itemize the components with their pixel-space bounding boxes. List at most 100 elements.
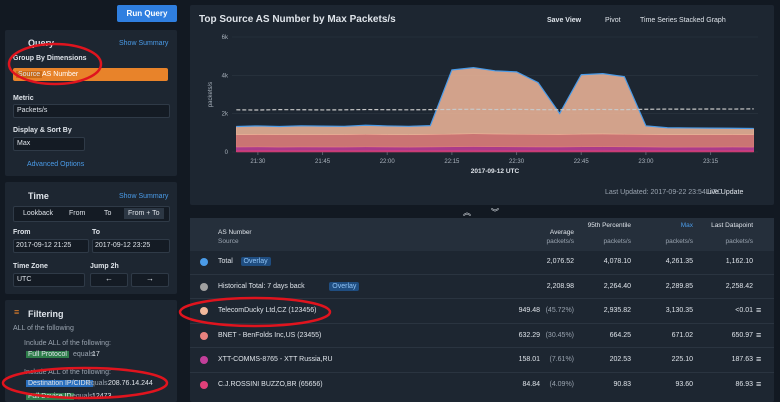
cell: 650.97 (731, 331, 753, 339)
condition-field[interactable]: Destination IP/CIDR (26, 380, 93, 387)
cell: 671.02 (671, 331, 693, 339)
column-title: Max (680, 222, 693, 229)
area (236, 67, 754, 136)
mode-button[interactable]: Lookback (23, 210, 53, 217)
action-button[interactable]: Pivot (605, 17, 621, 24)
y-axis-label: packets/s (208, 82, 214, 107)
action-button[interactable]: Time Series Stacked Graph (640, 17, 726, 24)
label: Time Zone (13, 263, 48, 270)
panel-title: Time (28, 191, 49, 201)
cell: 2,264.40 (603, 282, 631, 290)
column-title: Average (549, 229, 574, 236)
row-divider (190, 322, 774, 324)
x-tick-label: 23:00 (638, 159, 654, 165)
x-axis-label: 2017-09-12 UTC (471, 168, 520, 175)
label: Group By Dimensions (13, 55, 87, 62)
mode-button[interactable]: From (69, 210, 86, 217)
label: Run Query (126, 9, 168, 18)
from-input[interactable] (13, 239, 89, 253)
select-value: Packets/s (17, 107, 48, 114)
column-title: 95th Percentile (587, 222, 631, 229)
x-tick-label: 21:45 (315, 159, 331, 165)
cell: 2,076.52 (546, 258, 574, 265)
sort-select[interactable] (13, 137, 85, 151)
cell-percent: (45.72%) (545, 307, 574, 314)
panel-title: Query (28, 38, 55, 48)
cell: 2,208.98 (546, 282, 574, 290)
sidebar: Run Query Query Show Summary Group By Di… (0, 0, 183, 402)
run-query-button[interactable]: Run Query (117, 5, 177, 22)
x-tick-label: 21:30 (250, 159, 266, 165)
cell: 202.53 (609, 356, 631, 363)
label: Jump 2h (90, 263, 119, 270)
x-tick-label: 22:30 (509, 159, 525, 165)
header-row (190, 218, 774, 251)
row-name: TelecomDucky Ltd,CZ (123456) (218, 307, 317, 314)
cell: 1,162.10 (725, 258, 753, 265)
cell: 949.48 (518, 307, 540, 314)
row-name: C.J.ROSSINI BUZZO,BR (65656) (218, 380, 323, 388)
jump-forward[interactable]: → (131, 273, 169, 287)
collapse-up[interactable]: ︽ (463, 208, 471, 217)
row-menu[interactable]: ≡ (756, 329, 762, 340)
row-name: BNET - BenFolds Inc,US (23455) (218, 331, 322, 339)
row-divider (190, 347, 774, 348)
row-color (200, 380, 208, 389)
jump-back[interactable]: ← (90, 273, 128, 287)
cell-percent: (30.45%) (545, 331, 574, 339)
dimension-value: AS Number (42, 71, 79, 78)
action-button[interactable]: Save View (547, 17, 582, 24)
row-color (200, 307, 208, 315)
column-unit: packets/s (725, 238, 753, 245)
panel-title: Filtering (28, 309, 64, 319)
advanced-options[interactable]: Advanced Options (27, 161, 85, 168)
chart-title: Top Source AS Number by Max Packets/s (199, 14, 396, 25)
select-value: UTC (17, 276, 32, 283)
y-tick-label: 4k (222, 73, 229, 79)
column-unit: packets/s (546, 238, 574, 245)
condition-field[interactable]: Full Device ID (26, 393, 74, 400)
cell: 158.01 (518, 356, 540, 363)
overlay-tag[interactable]: Overlay (240, 257, 271, 266)
to-input[interactable] (92, 239, 170, 253)
condition-op: equals: (87, 380, 110, 387)
condition-value: 17 (92, 351, 100, 358)
condition-value: 12473 (92, 393, 112, 400)
metric-select[interactable] (13, 104, 170, 118)
x-tick-label: 22:15 (444, 159, 460, 165)
line (236, 67, 754, 130)
condition-op: equals: (73, 351, 96, 358)
row-divider (190, 371, 774, 373)
row-color (200, 331, 208, 340)
cell: 93.60 (675, 380, 693, 388)
x-tick-label: 23:15 (703, 159, 719, 165)
condition-field[interactable]: Full Protocol (26, 351, 69, 358)
mode-button[interactable]: From + To (124, 208, 164, 219)
timezone-select[interactable] (13, 273, 85, 287)
cell: 187.63 (731, 356, 753, 363)
cell: 86.93 (735, 380, 753, 388)
mode-button[interactable]: To (104, 210, 112, 217)
live-update[interactable]: Live Update (706, 189, 744, 196)
filter-mode: ALL of the following (13, 325, 74, 332)
x-tick-label: 22:45 (574, 159, 590, 165)
cell: 2,289.85 (665, 282, 693, 290)
include-text: Include ALL of the following: (24, 369, 111, 376)
row-menu[interactable]: ≡ (756, 378, 762, 389)
input-value: 2017-09-12 21:25 (16, 242, 72, 249)
last-updated: Last Updated: 2017-09-22 23:54 UTC (605, 189, 723, 196)
overlay-tag[interactable]: Overlay (329, 281, 360, 291)
cell: 2,258.42 (725, 282, 753, 290)
show-summary[interactable]: Show Summary (119, 193, 169, 200)
column-unit: packets/s (665, 238, 693, 245)
row-divider (190, 273, 774, 275)
select-value: Max (17, 140, 31, 147)
table: AS Number Source Average packets/s 95th Perc… (190, 218, 774, 402)
row-menu[interactable]: ≡ (756, 354, 762, 364)
collapse-down[interactable]: ︾ (491, 208, 499, 217)
cell-percent: (4.09%) (549, 380, 574, 388)
show-summary[interactable]: Show Summary (119, 40, 169, 47)
row-menu[interactable]: ≡ (756, 305, 762, 315)
cell: 3,130.35 (665, 307, 693, 314)
cell: 4,078.10 (603, 258, 631, 265)
